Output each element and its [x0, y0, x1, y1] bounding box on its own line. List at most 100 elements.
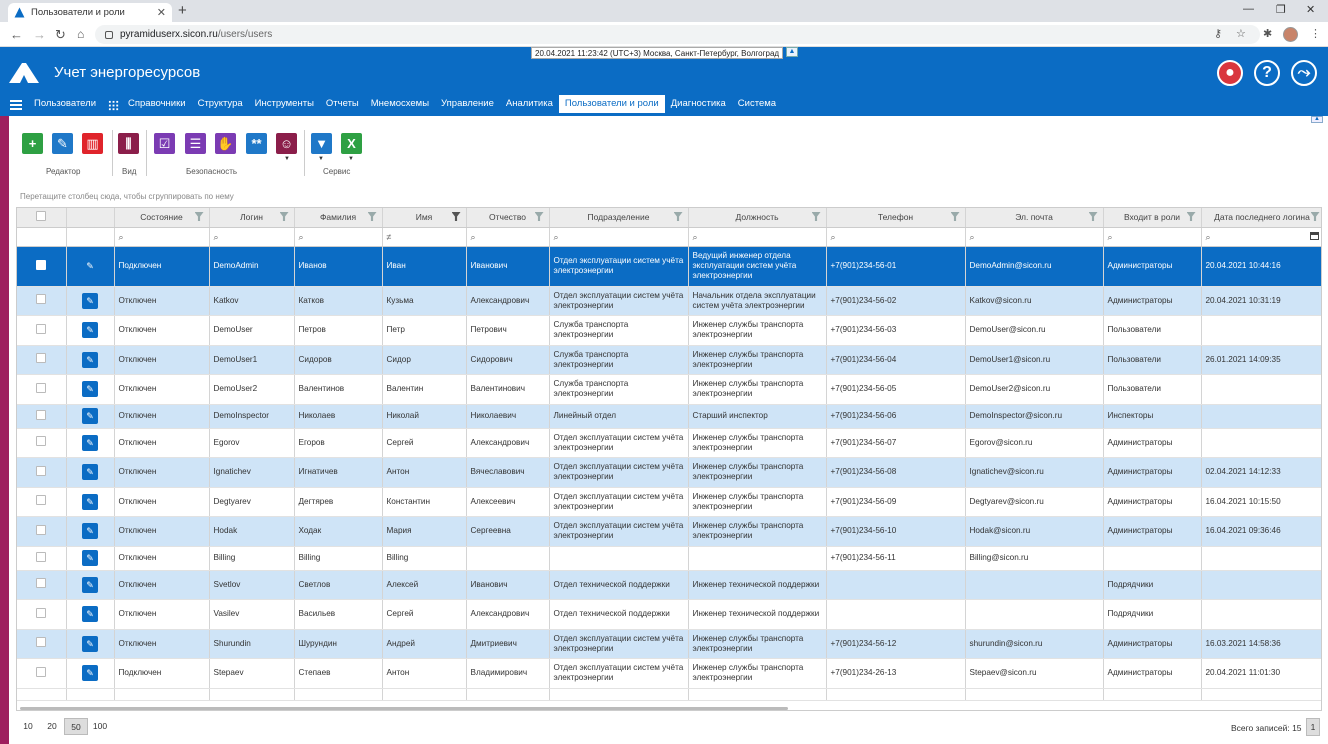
dropdown-arrow-icon[interactable]: ▼ [348, 156, 354, 162]
search-icon[interactable]: ⌕ [549, 227, 689, 247]
column-header[interactable]: Отчество [466, 208, 550, 228]
row-checkbox-cell[interactable] [17, 487, 67, 517]
user-role-icon[interactable]: ☺ [276, 133, 297, 154]
menu-item[interactable]: Аналитика [505, 98, 553, 109]
search-icon[interactable]: ⌕ [466, 227, 550, 247]
row-checkbox[interactable] [36, 524, 47, 535]
search-icon[interactable]: ⌕ [209, 227, 295, 247]
table-row[interactable]: ✎ Отключен Katkov Катков Кузьма Александрович… [17, 286, 1321, 316]
page-size-option[interactable]: 100 [92, 721, 108, 731]
search-icon[interactable]: ⌕ [1201, 227, 1321, 247]
select-all-checkbox[interactable] [36, 211, 47, 222]
key-icon[interactable]: ⚷ [1214, 28, 1223, 40]
add-icon[interactable]: + [22, 133, 43, 154]
table-row[interactable]: ✎ Отключен Billing Billing Billing +7(901)234… [17, 546, 1321, 571]
row-checkbox[interactable] [36, 578, 47, 589]
row-checkbox[interactable] [36, 465, 47, 476]
maximize-icon[interactable]: ❐ [1276, 4, 1286, 16]
star-icon[interactable]: ☆ [1236, 28, 1246, 40]
row-edit-cell[interactable]: ✎ [66, 404, 115, 429]
row-checkbox[interactable] [36, 436, 47, 447]
hand-icon[interactable]: ✋ [215, 133, 236, 154]
row-checkbox[interactable] [36, 382, 47, 393]
row-edit-cell[interactable]: ✎ [66, 487, 115, 517]
row-checkbox[interactable] [36, 607, 47, 618]
menu-item[interactable]: Диагностика [670, 98, 726, 109]
edit-row-icon[interactable]: ✎ [82, 493, 98, 510]
row-edit-cell[interactable]: ✎ [66, 629, 115, 659]
edit-row-icon[interactable]: ✎ [82, 381, 98, 398]
home-icon[interactable]: ⌂ [77, 27, 85, 41]
row-edit-cell[interactable]: ✎ [66, 315, 115, 346]
menu-item[interactable]: Система [737, 98, 777, 109]
search-icon[interactable]: ⌕ [114, 227, 210, 247]
page-size-option[interactable]: 20 [47, 721, 57, 731]
row-checkbox-cell[interactable] [17, 286, 67, 316]
row-checkbox[interactable] [36, 666, 47, 677]
menu-item[interactable]: Управление [441, 98, 494, 109]
search-icon[interactable]: ⌕ [688, 227, 827, 247]
table-row[interactable]: ✎ Подключен Stepaev Степаев Антон Владимирови… [17, 658, 1321, 689]
table-row[interactable]: ✎ Отключен Vasilev Васильев Сергей Александро… [17, 599, 1321, 630]
table-row[interactable]: ✎ Отключен DemoUser Петров Петр Петрович Служб… [17, 315, 1321, 346]
row-edit-cell[interactable]: ✎ [66, 286, 115, 316]
search-icon[interactable]: ⌕ [294, 227, 383, 247]
page-size-option-selected[interactable]: 50 [64, 718, 88, 735]
edit-row-icon[interactable]: ✎ [82, 434, 98, 451]
page-number[interactable]: 1 [1306, 718, 1320, 736]
browser-menu-icon[interactable]: ⋮ [1310, 28, 1321, 40]
row-checkbox[interactable] [36, 294, 47, 305]
minimize-icon[interactable]: — [1243, 3, 1254, 15]
row-checkbox[interactable] [36, 353, 47, 364]
edit-row-icon[interactable]: ✎ [82, 576, 98, 593]
row-checkbox-cell[interactable] [17, 345, 67, 375]
row-checkbox-cell[interactable] [17, 315, 67, 346]
columns-icon[interactable]: ⫼ [118, 133, 139, 154]
new-tab-icon[interactable]: + [178, 2, 187, 19]
row-edit-cell[interactable]: ✎ [66, 457, 115, 488]
close-window-icon[interactable]: ✕ [1306, 4, 1316, 16]
row-checkbox-cell[interactable] [17, 516, 67, 547]
table-row-selected[interactable]: ✎ Подключен DemoAdmin Иванов Иван Иванович Отд… [17, 246, 1321, 287]
edit-row-icon[interactable]: ✎ [82, 635, 98, 652]
row-checkbox[interactable] [36, 259, 47, 270]
row-checkbox-cell[interactable] [17, 246, 67, 287]
column-header[interactable]: Дата последнего логина [1201, 208, 1321, 228]
column-header[interactable]: Эл. почта [965, 208, 1104, 228]
row-edit-cell[interactable]: ✎ [66, 246, 115, 287]
edit-row-icon[interactable]: ✎ [82, 665, 98, 682]
excel-icon[interactable]: X [341, 133, 362, 154]
select-all-header[interactable] [17, 208, 67, 228]
edit-row-icon[interactable]: ✎ [82, 464, 98, 481]
row-checkbox[interactable] [36, 551, 47, 562]
search-icon[interactable]: ⌕ [1103, 227, 1202, 247]
menu-item[interactable]: Справочники [128, 98, 186, 109]
search-icon[interactable]: ⌕ [826, 227, 966, 247]
column-header[interactable]: Входит в роли [1103, 208, 1202, 228]
edit-row-icon[interactable]: ✎ [82, 606, 98, 623]
dropdown-arrow-icon[interactable]: ▼ [318, 156, 324, 162]
apps-grid-icon[interactable] [108, 99, 120, 111]
row-checkbox[interactable] [36, 323, 47, 334]
menu-item-active[interactable]: Пользователи и роли [558, 95, 665, 115]
close-tab-icon[interactable]: ✕ [156, 7, 166, 19]
menu-item[interactable]: Инструменты [254, 98, 314, 109]
edit-row-icon[interactable]: ✎ [82, 322, 98, 339]
edit-list-icon[interactable]: ☰ [185, 133, 206, 154]
edit-icon[interactable]: ✎ [52, 133, 73, 154]
row-checkbox[interactable] [36, 637, 47, 648]
row-checkbox-cell[interactable] [17, 629, 67, 659]
row-checkbox-cell[interactable] [17, 374, 67, 405]
menu-item[interactable]: Мнемосхемы [370, 98, 430, 109]
datetime-toggle-icon[interactable]: ▲ [786, 47, 798, 57]
not-equal-icon[interactable]: ≠ [382, 227, 467, 247]
horizontal-scrollbar[interactable] [20, 707, 788, 710]
column-header[interactable]: Логин [209, 208, 295, 228]
row-checkbox[interactable] [36, 495, 47, 506]
table-row[interactable]: ✎ Отключен Ignatichev Игнатичев Антон Вячесла… [17, 457, 1321, 488]
row-checkbox-cell[interactable] [17, 658, 67, 689]
column-header[interactable]: Подразделение [549, 208, 689, 228]
row-edit-cell[interactable]: ✎ [66, 599, 115, 630]
url-field[interactable]: pyramiduserx.sicon.ru/users/users [95, 25, 1260, 44]
table-row[interactable]: ✎ Отключен DemoUser1 Сидоров Сидор Сидорович С… [17, 345, 1321, 375]
